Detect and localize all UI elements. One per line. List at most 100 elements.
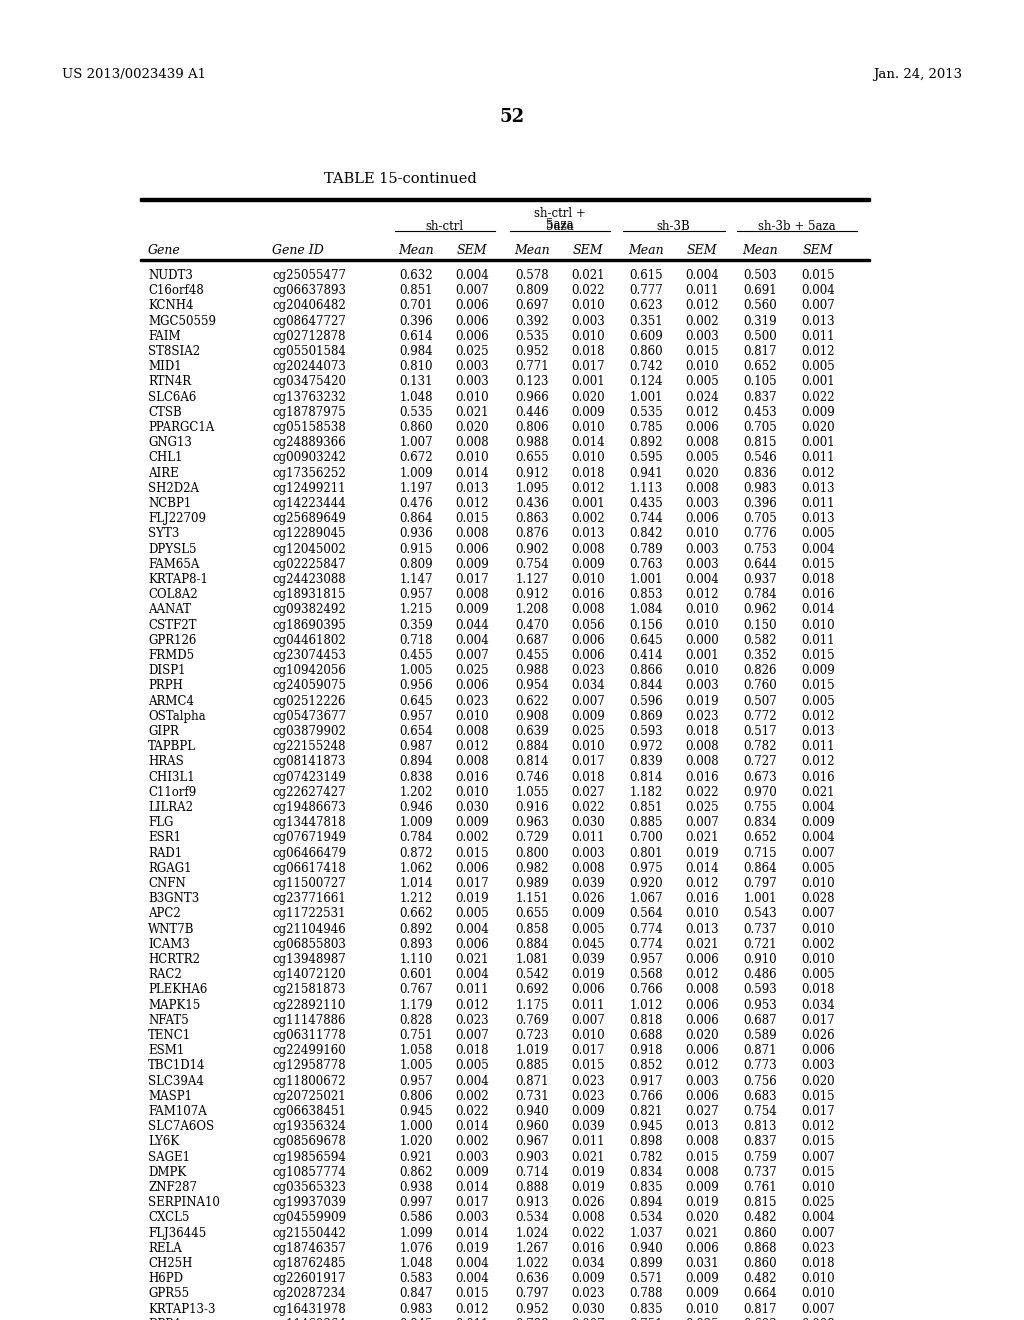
Text: 0.045: 0.045 bbox=[571, 937, 605, 950]
Text: 0.912: 0.912 bbox=[515, 589, 549, 601]
Text: 0.845: 0.845 bbox=[399, 1317, 433, 1320]
Text: 0.769: 0.769 bbox=[515, 1014, 549, 1027]
Text: 0.013: 0.013 bbox=[456, 482, 488, 495]
Text: 0.773: 0.773 bbox=[743, 1060, 777, 1072]
Text: 0.005: 0.005 bbox=[801, 694, 835, 708]
Text: 0.940: 0.940 bbox=[629, 1242, 663, 1255]
Text: FLG: FLG bbox=[148, 816, 173, 829]
Text: 1.267: 1.267 bbox=[515, 1242, 549, 1255]
Text: cg06617418: cg06617418 bbox=[272, 862, 346, 875]
Text: 0.853: 0.853 bbox=[629, 589, 663, 601]
Text: 0.004: 0.004 bbox=[455, 1074, 488, 1088]
Text: 0.010: 0.010 bbox=[685, 907, 719, 920]
Text: 0.021: 0.021 bbox=[571, 1151, 605, 1164]
Bar bbox=[140, 259, 870, 261]
Text: 0.013: 0.013 bbox=[801, 512, 835, 525]
Text: 0.002: 0.002 bbox=[571, 512, 605, 525]
Text: 0.006: 0.006 bbox=[685, 1014, 719, 1027]
Text: 0.359: 0.359 bbox=[399, 619, 433, 631]
Text: 0.004: 0.004 bbox=[455, 269, 488, 282]
Text: cg06855803: cg06855803 bbox=[272, 937, 346, 950]
Text: 0.006: 0.006 bbox=[455, 300, 488, 313]
Text: 0.756: 0.756 bbox=[743, 1074, 777, 1088]
Text: 0.821: 0.821 bbox=[630, 1105, 663, 1118]
Text: 0.008: 0.008 bbox=[456, 725, 488, 738]
Text: cg24423088: cg24423088 bbox=[272, 573, 346, 586]
Text: 0.744: 0.744 bbox=[629, 512, 663, 525]
Text: 0.568: 0.568 bbox=[629, 968, 663, 981]
Text: cg14072120: cg14072120 bbox=[272, 968, 346, 981]
Text: SLC6A6: SLC6A6 bbox=[148, 391, 197, 404]
Text: 0.700: 0.700 bbox=[629, 832, 663, 845]
Text: 0.025: 0.025 bbox=[685, 1317, 719, 1320]
Text: 0.018: 0.018 bbox=[571, 345, 605, 358]
Text: 0.543: 0.543 bbox=[743, 907, 777, 920]
Text: 0.839: 0.839 bbox=[629, 755, 663, 768]
Text: 0.008: 0.008 bbox=[685, 1135, 719, 1148]
Text: 0.476: 0.476 bbox=[399, 498, 433, 510]
Text: 0.014: 0.014 bbox=[456, 1226, 488, 1239]
Text: 0.007: 0.007 bbox=[571, 1317, 605, 1320]
Text: 0.010: 0.010 bbox=[571, 1030, 605, 1041]
Text: CSTF2T: CSTF2T bbox=[148, 619, 197, 631]
Text: 0.876: 0.876 bbox=[515, 528, 549, 540]
Text: 0.010: 0.010 bbox=[801, 1181, 835, 1195]
Text: 0.023: 0.023 bbox=[685, 710, 719, 723]
Text: 0.004: 0.004 bbox=[801, 801, 835, 814]
Text: 1.095: 1.095 bbox=[515, 482, 549, 495]
Text: TAPBPL: TAPBPL bbox=[148, 741, 196, 754]
Text: 0.008: 0.008 bbox=[456, 436, 488, 449]
Text: 0.010: 0.010 bbox=[685, 1303, 719, 1316]
Text: 0.019: 0.019 bbox=[685, 694, 719, 708]
Text: 0.007: 0.007 bbox=[571, 694, 605, 708]
Text: 1.020: 1.020 bbox=[399, 1135, 433, 1148]
Text: 0.436: 0.436 bbox=[515, 498, 549, 510]
Text: 0.008: 0.008 bbox=[685, 482, 719, 495]
Text: 0.013: 0.013 bbox=[685, 1121, 719, 1133]
Text: 0.001: 0.001 bbox=[571, 375, 605, 388]
Text: 0.763: 0.763 bbox=[629, 558, 663, 570]
Text: 0.003: 0.003 bbox=[685, 498, 719, 510]
Text: CXCL5: CXCL5 bbox=[148, 1212, 189, 1225]
Text: 0.899: 0.899 bbox=[629, 1257, 663, 1270]
Text: MAPK15: MAPK15 bbox=[148, 999, 201, 1011]
Text: 0.655: 0.655 bbox=[515, 907, 549, 920]
Text: 0.015: 0.015 bbox=[801, 558, 835, 570]
Text: 1.019: 1.019 bbox=[515, 1044, 549, 1057]
Text: 1.001: 1.001 bbox=[630, 391, 663, 404]
Text: 0.039: 0.039 bbox=[571, 1121, 605, 1133]
Text: 0.012: 0.012 bbox=[456, 999, 488, 1011]
Text: 0.007: 0.007 bbox=[801, 1226, 835, 1239]
Text: 0.023: 0.023 bbox=[801, 1242, 835, 1255]
Text: 0.008: 0.008 bbox=[801, 1317, 835, 1320]
Text: NCBP1: NCBP1 bbox=[148, 498, 191, 510]
Text: 0.010: 0.010 bbox=[801, 1272, 835, 1286]
Text: cg25689649: cg25689649 bbox=[272, 512, 346, 525]
Text: 0.015: 0.015 bbox=[801, 1135, 835, 1148]
Text: 0.851: 0.851 bbox=[399, 284, 433, 297]
Text: 1.012: 1.012 bbox=[630, 999, 663, 1011]
Text: 0.007: 0.007 bbox=[801, 300, 835, 313]
Text: 0.813: 0.813 bbox=[743, 1121, 777, 1133]
Text: 0.609: 0.609 bbox=[629, 330, 663, 343]
Text: 0.008: 0.008 bbox=[456, 755, 488, 768]
Text: 0.806: 0.806 bbox=[515, 421, 549, 434]
Text: 1.014: 1.014 bbox=[399, 876, 433, 890]
Text: cg25055477: cg25055477 bbox=[272, 269, 346, 282]
Text: 0.956: 0.956 bbox=[399, 680, 433, 693]
Text: cg04461802: cg04461802 bbox=[272, 634, 346, 647]
Text: 0.011: 0.011 bbox=[571, 1135, 605, 1148]
Text: 0.654: 0.654 bbox=[399, 725, 433, 738]
Text: 0.016: 0.016 bbox=[571, 1242, 605, 1255]
Text: 0.892: 0.892 bbox=[399, 923, 433, 936]
Text: 0.010: 0.010 bbox=[571, 330, 605, 343]
Text: 0.815: 0.815 bbox=[743, 436, 777, 449]
Text: 0.009: 0.009 bbox=[571, 405, 605, 418]
Text: 0.020: 0.020 bbox=[571, 391, 605, 404]
Text: 0.777: 0.777 bbox=[629, 284, 663, 297]
Text: 0.023: 0.023 bbox=[571, 1287, 605, 1300]
Text: 0.903: 0.903 bbox=[515, 1151, 549, 1164]
Text: 0.003: 0.003 bbox=[455, 360, 488, 374]
Text: 0.020: 0.020 bbox=[685, 466, 719, 479]
Text: 0.957: 0.957 bbox=[399, 710, 433, 723]
